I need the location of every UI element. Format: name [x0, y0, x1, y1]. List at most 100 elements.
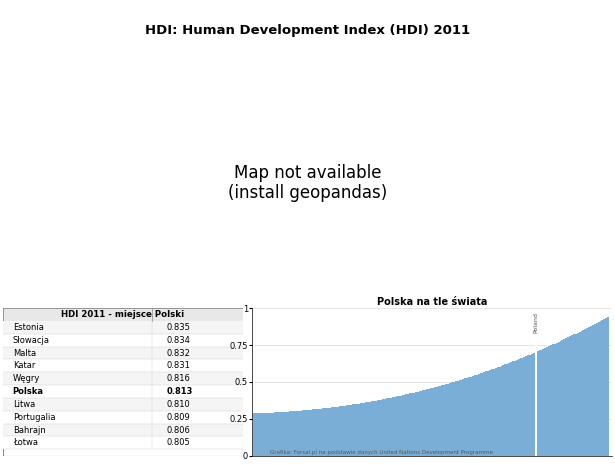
Text: 0.810: 0.810: [166, 400, 190, 409]
Bar: [371, 401, 373, 456]
Bar: [478, 374, 480, 456]
Bar: [495, 368, 497, 456]
Title: Polska na tle świata: Polska na tle świata: [377, 297, 487, 307]
Bar: [594, 324, 596, 456]
Bar: [423, 390, 424, 456]
Bar: [285, 412, 287, 456]
Bar: [554, 344, 556, 456]
Bar: [470, 377, 472, 456]
Bar: [607, 317, 609, 456]
Bar: [546, 347, 548, 456]
Text: 0.832: 0.832: [166, 349, 190, 358]
Bar: [352, 405, 354, 456]
Text: Litwa: Litwa: [13, 400, 35, 409]
Bar: [493, 369, 495, 456]
Bar: [291, 412, 293, 456]
Bar: [392, 397, 394, 456]
Bar: [531, 354, 533, 456]
Bar: [394, 397, 396, 456]
Bar: [506, 364, 508, 456]
Bar: [346, 405, 348, 456]
Text: 0.816: 0.816: [166, 374, 190, 383]
Bar: [318, 409, 320, 456]
Bar: [264, 413, 266, 456]
Bar: [588, 327, 590, 456]
Bar: [293, 411, 295, 456]
Bar: [301, 411, 303, 456]
Bar: [365, 402, 367, 456]
Bar: [341, 406, 343, 456]
Bar: [270, 413, 272, 456]
Bar: [461, 379, 462, 456]
Bar: [381, 399, 383, 456]
Text: Katar: Katar: [13, 361, 35, 371]
Bar: [415, 392, 417, 456]
Text: Portugalia: Portugalia: [13, 413, 55, 422]
Bar: [544, 348, 546, 456]
Bar: [3, 372, 243, 385]
Bar: [518, 359, 520, 456]
Bar: [443, 385, 445, 456]
Bar: [573, 334, 575, 456]
Bar: [485, 372, 487, 456]
Text: Łotwa: Łotwa: [13, 438, 38, 447]
Bar: [335, 407, 337, 456]
Text: HDI 2011 - miejsce Polski: HDI 2011 - miejsce Polski: [62, 310, 184, 319]
Bar: [523, 357, 525, 456]
Bar: [274, 412, 276, 456]
Bar: [541, 350, 542, 456]
Bar: [407, 394, 409, 456]
Bar: [499, 366, 501, 456]
Bar: [419, 391, 421, 456]
Bar: [411, 393, 413, 456]
Bar: [497, 367, 499, 456]
Bar: [316, 409, 318, 456]
Bar: [343, 406, 344, 456]
Bar: [558, 342, 560, 456]
Bar: [3, 346, 243, 359]
Bar: [3, 437, 243, 449]
Bar: [426, 389, 428, 456]
Bar: [268, 413, 270, 456]
Bar: [390, 398, 392, 456]
Bar: [430, 388, 432, 456]
Bar: [501, 366, 502, 456]
Bar: [601, 319, 603, 456]
Bar: [605, 318, 607, 456]
Bar: [329, 407, 331, 456]
Bar: [3, 398, 243, 411]
Text: Poland: Poland: [533, 312, 538, 333]
Bar: [525, 356, 527, 456]
Bar: [565, 338, 567, 456]
Bar: [303, 411, 304, 456]
Bar: [581, 331, 582, 456]
Bar: [3, 359, 243, 372]
Bar: [421, 391, 423, 456]
Bar: [3, 334, 243, 346]
Bar: [278, 412, 280, 456]
Bar: [363, 403, 365, 456]
Bar: [266, 413, 268, 456]
Bar: [575, 333, 577, 456]
Bar: [289, 412, 291, 456]
Bar: [263, 413, 264, 456]
Bar: [272, 412, 274, 456]
Bar: [295, 411, 297, 456]
Text: 0.831: 0.831: [166, 361, 190, 371]
Text: Grafika: Forsal.pl na podstawie danych United Nations Development Programme: Grafika: Forsal.pl na podstawie danych U…: [270, 450, 493, 455]
Bar: [354, 404, 356, 456]
Bar: [556, 343, 558, 456]
Bar: [3, 308, 243, 321]
Bar: [299, 411, 301, 456]
Bar: [476, 375, 478, 456]
Bar: [312, 410, 314, 456]
Bar: [491, 369, 493, 456]
Bar: [472, 376, 474, 456]
Bar: [533, 353, 535, 456]
Bar: [502, 365, 504, 456]
Bar: [563, 339, 565, 456]
Bar: [464, 379, 466, 456]
Bar: [257, 413, 259, 456]
Bar: [253, 413, 255, 456]
Bar: [579, 332, 581, 456]
